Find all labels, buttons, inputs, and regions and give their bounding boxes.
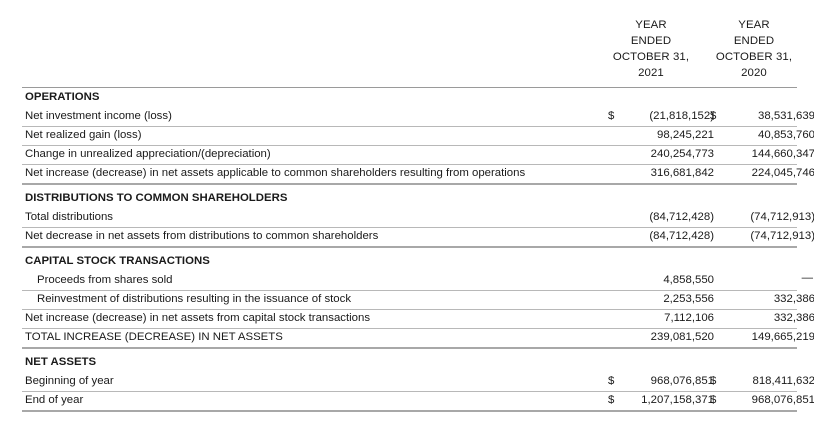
table-row: Net increase (decrease) in net assets ap… [22, 165, 814, 185]
table-row: TOTAL INCREASE (DECREASE) IN NET ASSETS … [22, 329, 814, 349]
table-row: Total distributions (84,712,428) (74,712… [22, 209, 814, 228]
table-row: Net realized gain (loss) 98,245,221 40,8… [22, 127, 814, 146]
section-heading-operations: OPERATIONS [25, 91, 100, 103]
table-row: Change in unrealized appreciation/(depre… [22, 146, 814, 165]
column-header-2021: YEAR ENDED OCTOBER 31, 2021 [612, 19, 690, 79]
section-heading-net-assets: NET ASSETS [25, 356, 97, 368]
table-row: End of year $1,207,158,371 $968,076,851 [22, 392, 814, 412]
table-row: Net investment income (loss) $ (21,818,15… [22, 108, 814, 127]
section-heading-capital-stock: CAPITAL STOCK TRANSACTIONS [25, 255, 210, 267]
header-rule [22, 87, 797, 88]
table-row: Reinvestment of distributions resulting … [22, 291, 814, 310]
section-heading-distributions: DISTRIBUTIONS TO COMMON SHAREHOLDERS [25, 192, 288, 204]
table-row: Beginning of year $968,076,851 $818,411,… [22, 373, 814, 392]
table-row: Net increase (decrease) in net assets fr… [22, 310, 814, 329]
table-row: Net decrease in net assets from distribu… [22, 228, 814, 248]
column-header-2020: YEAR ENDED OCTOBER 31, 2020 [715, 19, 793, 79]
table-row: Proceeds from shares sold 4,858,550 — [22, 272, 813, 291]
